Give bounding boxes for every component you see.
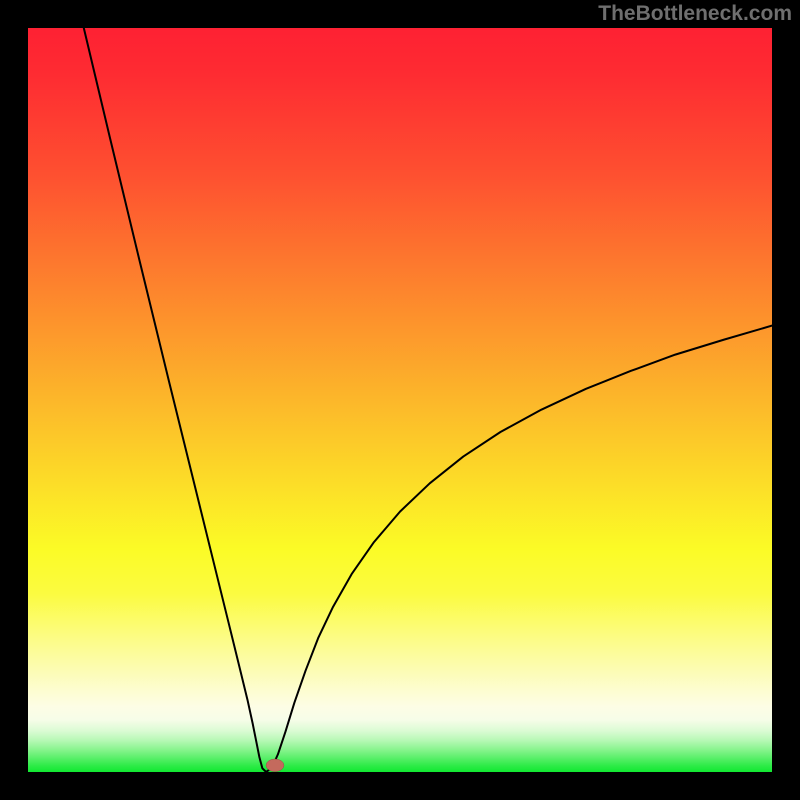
chart-svg: [28, 28, 772, 772]
gradient-background: [28, 28, 772, 772]
watermark-text: TheBottleneck.com: [598, 2, 792, 26]
chart-frame: TheBottleneck.com: [0, 0, 800, 800]
plot-area: [28, 28, 772, 772]
optimal-point-marker: [266, 759, 284, 772]
